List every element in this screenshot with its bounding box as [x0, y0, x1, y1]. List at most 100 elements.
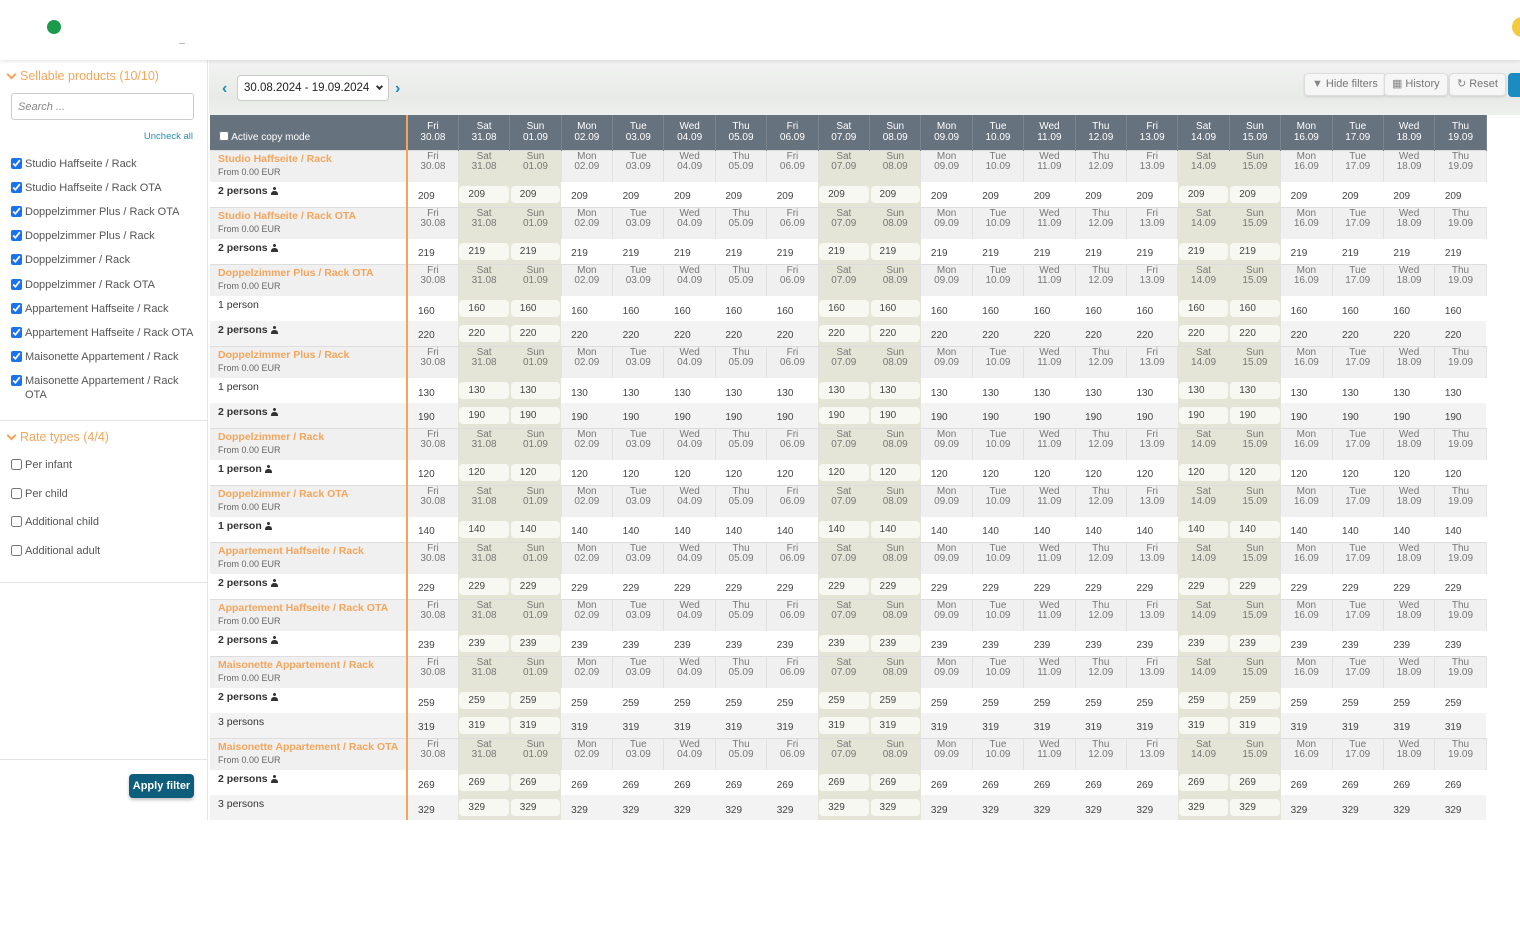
- price-cell[interactable]: 209: [1075, 182, 1127, 207]
- price-cell[interactable]: 319: [1229, 713, 1281, 738]
- price-cell[interactable]: 229: [1075, 574, 1127, 599]
- price-cell[interactable]: 209: [818, 182, 870, 207]
- price-cell[interactable]: 190: [1126, 403, 1178, 428]
- price-cell[interactable]: 219: [1023, 239, 1076, 264]
- price-cell[interactable]: 130: [509, 378, 562, 403]
- copy-mode-checkbox[interactable]: [219, 131, 229, 142]
- price-cell[interactable]: 319: [818, 713, 870, 738]
- price-cell[interactable]: 259: [1126, 688, 1178, 713]
- price-cell[interactable]: 120: [1332, 460, 1384, 485]
- rate-type-checkbox[interactable]: [11, 516, 22, 527]
- price-cell[interactable]: 130: [612, 378, 664, 403]
- price-cell[interactable]: 229: [869, 574, 921, 599]
- price-cell[interactable]: 229: [561, 574, 613, 599]
- price-cell[interactable]: 130: [818, 378, 870, 403]
- price-cell[interactable]: 319: [407, 713, 459, 738]
- price-cell[interactable]: 319: [663, 713, 716, 738]
- price-cell[interactable]: 160: [1023, 296, 1076, 321]
- price-cell[interactable]: 220: [1229, 321, 1281, 346]
- price-cell[interactable]: 269: [1126, 770, 1178, 795]
- next-period-arrow-icon[interactable]: ›: [395, 80, 401, 97]
- price-cell[interactable]: 209: [561, 182, 613, 207]
- price-cell[interactable]: 259: [766, 688, 819, 713]
- price-cell[interactable]: 220: [972, 321, 1024, 346]
- price-cell[interactable]: 319: [920, 713, 973, 738]
- price-cell[interactable]: 329: [1023, 795, 1076, 820]
- product-checkbox[interactable]: [11, 279, 22, 290]
- price-cell[interactable]: 160: [1126, 296, 1178, 321]
- price-cell[interactable]: 190: [1075, 403, 1127, 428]
- price-cell[interactable]: 269: [818, 770, 870, 795]
- price-cell[interactable]: 140: [1075, 517, 1127, 542]
- product-name[interactable]: Maisonette Appartement / Rack: [218, 658, 374, 671]
- price-cell[interactable]: 140: [1229, 517, 1281, 542]
- price-cell[interactable]: 219: [407, 239, 459, 264]
- price-cell[interactable]: 120: [1075, 460, 1127, 485]
- price-cell[interactable]: 269: [1434, 770, 1487, 795]
- history-button[interactable]: ▦ History: [1384, 73, 1448, 96]
- product-filter-item[interactable]: Maisonette Appartement / Rack OTA: [11, 374, 196, 402]
- price-cell[interactable]: 219: [920, 239, 973, 264]
- price-cell[interactable]: 319: [1280, 713, 1333, 738]
- price-cell[interactable]: 120: [407, 460, 459, 485]
- price-cell[interactable]: 220: [407, 321, 459, 346]
- price-cell[interactable]: 319: [715, 713, 767, 738]
- price-cell[interactable]: 319: [869, 713, 921, 738]
- product-checkbox[interactable]: [11, 206, 22, 217]
- price-cell[interactable]: 239: [458, 631, 510, 656]
- price-cell[interactable]: 120: [818, 460, 870, 485]
- price-cell[interactable]: 190: [1280, 403, 1333, 428]
- price-cell[interactable]: 219: [869, 239, 921, 264]
- price-cell[interactable]: 269: [1332, 770, 1384, 795]
- price-cell[interactable]: 259: [1023, 688, 1076, 713]
- price-cell[interactable]: 160: [561, 296, 613, 321]
- price-cell[interactable]: 140: [920, 517, 973, 542]
- price-cell[interactable]: 269: [972, 770, 1024, 795]
- price-cell[interactable]: 190: [972, 403, 1024, 428]
- price-cell[interactable]: 259: [1332, 688, 1384, 713]
- price-cell[interactable]: 269: [458, 770, 510, 795]
- product-checkbox[interactable]: [11, 327, 22, 338]
- price-cell[interactable]: 269: [612, 770, 664, 795]
- price-cell[interactable]: 329: [509, 795, 562, 820]
- price-cell[interactable]: 239: [972, 631, 1024, 656]
- price-cell[interactable]: 219: [1332, 239, 1384, 264]
- price-cell[interactable]: 190: [1383, 403, 1435, 428]
- price-cell[interactable]: 120: [1177, 460, 1230, 485]
- price-cell[interactable]: 140: [1280, 517, 1333, 542]
- price-cell[interactable]: 239: [1383, 631, 1435, 656]
- price-cell[interactable]: 220: [1280, 321, 1333, 346]
- price-cell[interactable]: 209: [663, 182, 716, 207]
- uncheck-all-link[interactable]: Uncheck all: [143, 131, 193, 142]
- search-input[interactable]: [11, 93, 194, 120]
- price-cell[interactable]: 130: [869, 378, 921, 403]
- price-cell[interactable]: 140: [1434, 517, 1487, 542]
- price-cell[interactable]: 160: [1177, 296, 1230, 321]
- price-cell[interactable]: 269: [561, 770, 613, 795]
- price-cell[interactable]: 329: [818, 795, 870, 820]
- price-cell[interactable]: 259: [715, 688, 767, 713]
- price-cell[interactable]: 120: [1229, 460, 1281, 485]
- product-checkbox[interactable]: [11, 375, 22, 386]
- price-cell[interactable]: 259: [509, 688, 562, 713]
- price-cell[interactable]: 239: [663, 631, 716, 656]
- product-name[interactable]: Appartement Haffseite / Rack OTA: [218, 601, 389, 614]
- price-cell[interactable]: 219: [818, 239, 870, 264]
- price-cell[interactable]: 220: [1177, 321, 1230, 346]
- price-cell[interactable]: 130: [715, 378, 767, 403]
- price-cell[interactable]: 219: [612, 239, 664, 264]
- price-cell[interactable]: 219: [1177, 239, 1230, 264]
- price-cell[interactable]: 329: [612, 795, 664, 820]
- price-cell[interactable]: 140: [561, 517, 613, 542]
- product-checkbox[interactable]: [11, 230, 22, 241]
- price-cell[interactable]: 239: [1332, 631, 1384, 656]
- price-cell[interactable]: 269: [509, 770, 562, 795]
- price-cell[interactable]: 190: [818, 403, 870, 428]
- price-cell[interactable]: 140: [407, 517, 459, 542]
- price-cell[interactable]: 209: [766, 182, 819, 207]
- price-cell[interactable]: 160: [1075, 296, 1127, 321]
- price-cell[interactable]: 259: [1177, 688, 1230, 713]
- rate-type-filter-item[interactable]: Per infant: [11, 458, 196, 472]
- price-cell[interactable]: 229: [818, 574, 870, 599]
- price-cell[interactable]: 209: [1023, 182, 1076, 207]
